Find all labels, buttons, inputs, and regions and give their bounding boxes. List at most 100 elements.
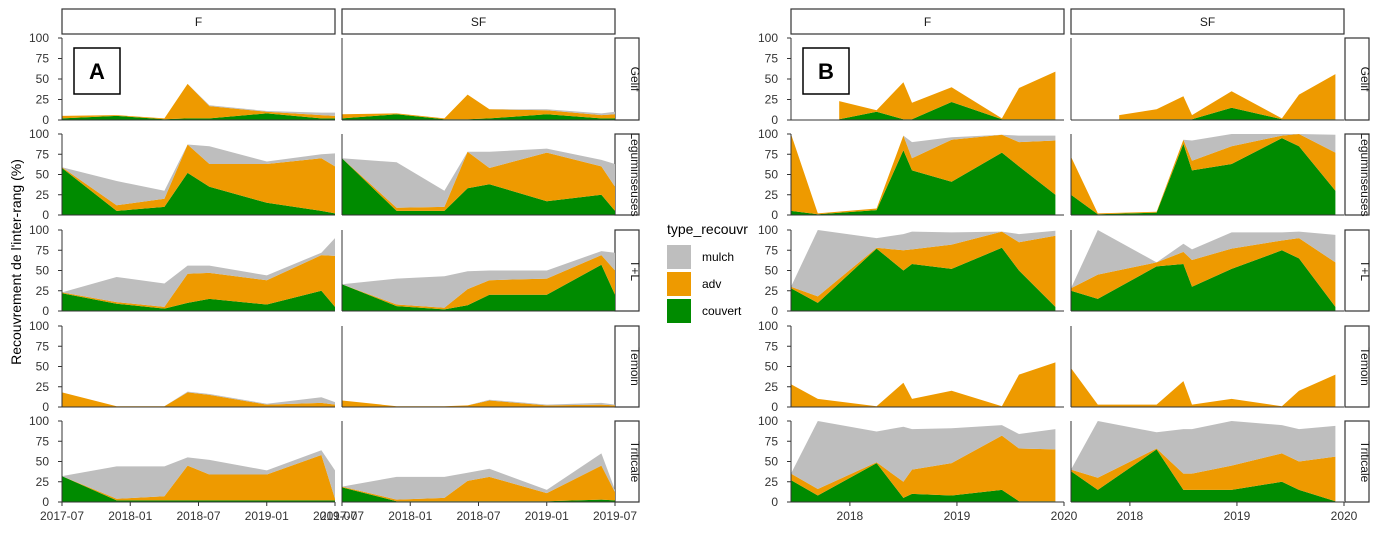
- area-mulch: [791, 421, 1056, 489]
- facet-area: [342, 453, 615, 502]
- area-adv: [1119, 74, 1336, 120]
- y-tick-label: 75: [36, 147, 50, 161]
- panels-layer: F SF Gelif Leguminseuses T+L Temoin Triticale 0…: [29, 8, 1372, 523]
- y-tick-label: 75: [36, 339, 50, 353]
- col-strip-label: F: [924, 15, 931, 29]
- y-tick-label: 100: [758, 319, 778, 333]
- x-tick-label: 2017-07: [40, 509, 84, 523]
- area-couvert: [791, 247, 1056, 311]
- y-tick-label: 100: [29, 223, 49, 237]
- y-tick-label: 100: [29, 414, 49, 428]
- area-couvert: [1119, 107, 1336, 120]
- y-tick-label: 75: [765, 147, 779, 161]
- facet-sf-triticale: 2017-07 2018-01 2018-07 2019-01 2019-07: [320, 421, 637, 523]
- area-adv: [791, 231, 1056, 307]
- col-strip-label: SF: [1200, 15, 1215, 29]
- legend-swatch-mulch: [667, 245, 691, 269]
- legend-label-adv: adv: [702, 277, 721, 291]
- panel-letter: A: [89, 59, 105, 84]
- facet-area: [1071, 134, 1336, 215]
- y-tick-label: 75: [765, 52, 779, 66]
- row-strip-label: Leguminseuses: [1358, 132, 1372, 216]
- area-adv: [342, 151, 615, 211]
- col-strip-sf: [341, 8, 616, 35]
- row-strip-label: Temoin: [1358, 347, 1372, 386]
- facet-area: [791, 362, 1056, 407]
- x-tick-label: 2020: [1051, 509, 1078, 523]
- col-strip-f: [61, 8, 336, 35]
- y-tick-label: 25: [765, 188, 779, 202]
- area-adv: [1071, 238, 1336, 307]
- area-adv: [62, 144, 335, 214]
- y-tick-label: 50: [36, 360, 50, 374]
- row-strip: [1344, 325, 1370, 408]
- x-tick-label: 2019-07: [313, 509, 357, 523]
- facet-area: [1071, 421, 1336, 502]
- facet-sf-tl: [341, 230, 615, 312]
- x-tick-label: 2018-07: [456, 509, 500, 523]
- legend-label-couvert: couvert: [702, 304, 742, 318]
- area-mulch: [342, 251, 615, 308]
- facet-area: [342, 251, 615, 311]
- y-tick-label: 75: [765, 434, 779, 448]
- y-tick-label: 100: [758, 127, 778, 141]
- row-strip: [1344, 133, 1370, 216]
- facet-f-leguminseuses: 0 25 50 75 100: [29, 127, 335, 222]
- panel-letter-box: [73, 47, 121, 95]
- y-tick-label: 0: [771, 208, 778, 222]
- x-tick-label: 2020: [1331, 509, 1358, 523]
- area-adv: [1071, 134, 1336, 215]
- row-strip-label: Leguminseuses: [628, 132, 642, 216]
- y-tick-label: 0: [42, 495, 49, 509]
- x-tick-label: 2018: [837, 509, 864, 523]
- y-tick-label: 25: [765, 284, 779, 298]
- x-tick-label: 2019-01: [525, 509, 569, 523]
- area-adv: [342, 255, 615, 310]
- y-tick-label: 50: [765, 455, 779, 469]
- facet-area: [791, 421, 1056, 502]
- y-tick-label: 25: [36, 475, 50, 489]
- facet-f-triticale: 0 25 50 75 100 2017-07 2018-01 2018-07 2019-01 20…: [29, 414, 357, 523]
- col-strip-label: SF: [471, 15, 486, 29]
- area-couvert: [342, 114, 615, 120]
- facet-f-gelif: 0 25 50 75 100: [758, 31, 1064, 127]
- area-mulch: [791, 230, 1056, 297]
- y-tick-label: 0: [771, 400, 778, 414]
- row-strip: [1344, 37, 1370, 121]
- area-couvert: [1071, 250, 1336, 311]
- facet-area: [791, 134, 1056, 215]
- y-axis-label: Recouvrement de l'inter-rang (%): [8, 159, 24, 365]
- facet-area: [1071, 368, 1336, 407]
- y-tick-label: 75: [36, 243, 50, 257]
- area-adv: [1071, 448, 1336, 502]
- x-tick-label: 2018: [1117, 509, 1144, 523]
- legend-title: type_recouvr: [667, 221, 748, 237]
- y-tick-label: 25: [765, 380, 779, 394]
- facet-area: [1071, 230, 1336, 311]
- facet-area: [62, 83, 335, 120]
- facet-f-tl: 0 25 50 75 100: [758, 223, 1064, 318]
- y-tick-label: 50: [36, 168, 50, 182]
- x-tick-label: 2019: [1224, 509, 1251, 523]
- panel-letter: B: [818, 59, 834, 84]
- x-tick-label: 2019: [944, 509, 971, 523]
- y-tick-label: 0: [42, 113, 49, 127]
- area-adv: [62, 83, 335, 120]
- facet-f-temoin: 0 25 50 75 100: [758, 319, 1064, 414]
- row-strip: [614, 37, 640, 121]
- area-couvert: [342, 264, 615, 311]
- panel-letter-box: [802, 47, 850, 95]
- row-strip-label: Gelif: [1358, 67, 1372, 92]
- area-couvert: [791, 150, 1056, 215]
- area-adv: [791, 134, 1056, 215]
- x-tick-label: 2018-07: [176, 509, 220, 523]
- area-mulch: [342, 148, 615, 208]
- legend: type_recouvr mulch adv couvert: [667, 221, 748, 323]
- area-couvert: [62, 168, 335, 215]
- legend-swatch-adv: [667, 272, 691, 296]
- area-mulch: [342, 453, 615, 500]
- y-tick-label: 100: [758, 31, 778, 45]
- y-tick-label: 25: [36, 284, 50, 298]
- y-tick-label: 0: [42, 304, 49, 318]
- facet-f-gelif: 0 25 50 75 100: [29, 31, 335, 127]
